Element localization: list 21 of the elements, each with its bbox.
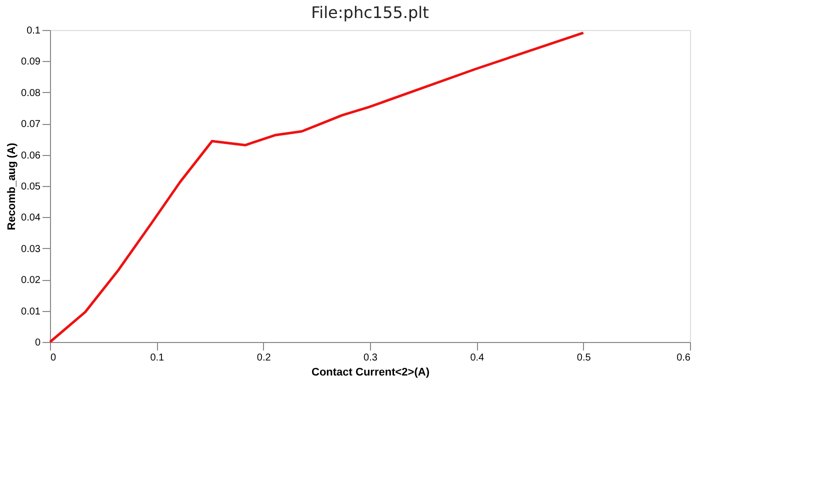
chart-title: File:phc155.plt xyxy=(311,3,429,22)
x-tick-label: 0.6 xyxy=(676,352,691,364)
x-axis-title: Contact Current<2>(A) xyxy=(312,366,430,378)
x-tick-label: 0.4 xyxy=(470,352,485,364)
x-tick-label: 0.5 xyxy=(576,352,592,364)
y-tick-label: 0.02 xyxy=(21,275,41,286)
x-tick-label: 0 xyxy=(50,352,56,364)
y-tick-label: 0 xyxy=(34,338,41,348)
y-tick-label: 0.04 xyxy=(21,212,41,224)
y-tick-label: 0.08 xyxy=(21,88,41,99)
x-tick-label: 0.2 xyxy=(256,352,272,364)
y-tick-label: 0.05 xyxy=(21,182,41,192)
y-tick-label: 0.03 xyxy=(21,244,41,255)
y-tick-label: 0.09 xyxy=(21,56,41,68)
y-tick-label: 0.07 xyxy=(21,119,41,130)
y-axis-title: Recomb_aug (A) xyxy=(6,142,18,230)
x-tick-label: 0.3 xyxy=(364,352,378,364)
x-tick-label: 0.1 xyxy=(150,352,165,364)
y-tick-label: 0.1 xyxy=(26,26,41,36)
y-tick-label: 0.06 xyxy=(21,150,41,162)
y-tick-label: 0.01 xyxy=(21,306,41,318)
